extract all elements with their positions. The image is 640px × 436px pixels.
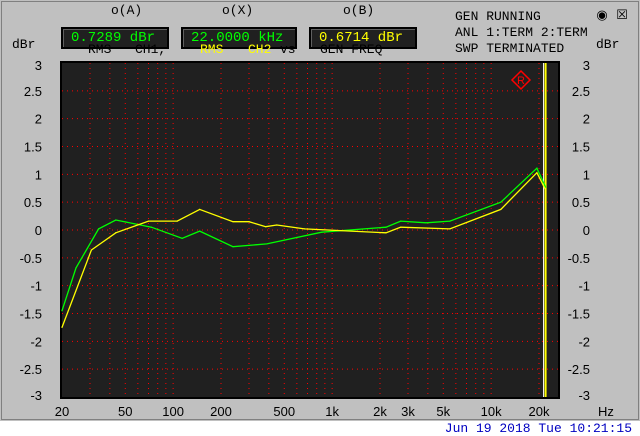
data-point: [425, 222, 427, 224]
window-frame: [1, 1, 639, 420]
x-tick-label: 50: [118, 404, 132, 419]
data-point: [232, 246, 234, 248]
reference-marker-icon: [510, 69, 532, 91]
data-point: [400, 226, 402, 228]
y-tick-label-left: 1.5: [24, 140, 42, 155]
func-ch2: CH2: [248, 42, 272, 57]
x-tick-label: 1k: [325, 404, 339, 419]
func-vs: vs: [280, 42, 296, 57]
data-point: [147, 220, 150, 222]
data-point: [199, 208, 201, 211]
readout-a-value: 0.7289 dBr: [61, 27, 169, 49]
x-tick-label: 5k: [436, 404, 450, 419]
status-sweep: SWP TERMINATED: [455, 41, 565, 56]
y-tick-label-left: -2.5: [20, 362, 42, 377]
status-anl: ANL 1:TERM 2:TERM: [455, 25, 588, 40]
data-point: [544, 186, 547, 188]
y-tick-label-left: 2.5: [24, 84, 42, 99]
speaker-mute-icon[interactable]: ☒: [616, 8, 628, 23]
y-tick-label-left: 1: [35, 167, 42, 182]
readout-x-value: 22.0000 kHz: [181, 27, 297, 49]
data-point: [449, 220, 451, 222]
data-point: [150, 226, 153, 228]
data-point: [176, 220, 178, 222]
x-tick-label: 10k: [481, 404, 502, 419]
data-point: [385, 226, 387, 228]
data-point: [500, 201, 502, 203]
data-point: [199, 230, 201, 232]
y-tick-label-left: -1.5: [20, 307, 42, 322]
func-gen-freq: GEN FREQ: [320, 42, 383, 57]
y-label-left: dBr: [12, 37, 36, 52]
x-tick-label: 20: [55, 404, 69, 419]
y-tick-label-right: -0.5: [568, 251, 590, 266]
y-tick-label-right: -1: [578, 279, 590, 294]
data-point: [276, 224, 278, 226]
x-tick-label: 500: [273, 404, 295, 419]
readout-a-label: o(A): [111, 3, 143, 18]
y-tick-label-right: 0.5: [572, 195, 590, 210]
status-bar: Jun 19 2018 Tue 10:21:15: [0, 421, 640, 436]
reference-marker-label: R: [517, 75, 525, 87]
func-ch1: CH1,: [135, 42, 167, 57]
y-tick-label-left: 0.5: [24, 195, 42, 210]
y-tick-label-right: 3: [583, 58, 590, 73]
y-tick-label-right: -3: [578, 388, 590, 403]
y-tick-label-left: -0.5: [20, 251, 42, 266]
y-tick-label-left: -1: [30, 279, 42, 294]
data-point: [536, 167, 538, 169]
y-tick-label-right: 2: [583, 112, 590, 127]
readout-b-label: o(B): [343, 3, 375, 18]
y-tick-label-right: 0: [583, 223, 590, 238]
x-tick-label: 3k: [401, 404, 415, 419]
data-point: [500, 208, 502, 211]
x-tick-label: 20k: [529, 404, 550, 419]
y-label-right: dBr: [596, 37, 620, 52]
data-point: [115, 232, 117, 234]
data-point: [181, 237, 183, 239]
y-tick-label-left: -2: [30, 334, 42, 349]
x-tick-label: 200: [210, 404, 232, 419]
data-point: [321, 231, 323, 233]
data-point: [544, 189, 547, 191]
status-gen: GEN RUNNING: [455, 9, 541, 24]
y-tick-label-right: -2: [578, 334, 590, 349]
data-point: [98, 228, 100, 230]
y-tick-label-right: 1.5: [572, 140, 590, 155]
y-tick-label-right: 2.5: [572, 84, 590, 99]
data-point: [266, 243, 268, 245]
data-point: [232, 221, 234, 223]
data-point: [400, 220, 402, 222]
y-tick-label-right: -1.5: [568, 307, 590, 322]
data-point: [303, 228, 306, 230]
frequency-response-chart: 3 3 2.5 2.5 2 2 1.5 1.5 1 1 0.5 0.5 0 0 -0.5 -0.5 -1 -1 -1…: [20, 58, 614, 419]
data-point: [265, 226, 267, 228]
data-point: [61, 326, 63, 329]
data-point: [536, 172, 538, 174]
y-tick-label-left: 3: [35, 58, 42, 73]
datetime: Jun 19 2018 Tue 10:21:15: [444, 421, 632, 436]
data-point: [75, 267, 77, 269]
data-point: [385, 232, 387, 234]
y-tick-label-left: -3: [30, 388, 42, 403]
y-tick-label-left: 0: [35, 223, 42, 238]
y-tick-label-left: 2: [35, 112, 42, 127]
x-tick-label: 100: [162, 404, 184, 419]
data-point: [61, 310, 63, 312]
x-axis-unit: Hz: [598, 404, 614, 419]
y-tick-label-right: 1: [583, 167, 590, 182]
data-point: [248, 221, 250, 223]
func-rms-ch2: RMS: [200, 42, 224, 57]
x-tick-label: 2k: [373, 404, 387, 419]
y-tick-label-right: -2.5: [568, 362, 590, 377]
readout-x-label: o(X): [222, 3, 254, 18]
data-point: [90, 249, 92, 251]
data-point: [115, 219, 117, 221]
data-point: [449, 228, 451, 230]
headphones-icon[interactable]: ◉: [596, 8, 608, 23]
readout-b-value: 0.6714 dBr: [309, 27, 417, 49]
func-rms-ch1: RMS: [88, 42, 112, 57]
